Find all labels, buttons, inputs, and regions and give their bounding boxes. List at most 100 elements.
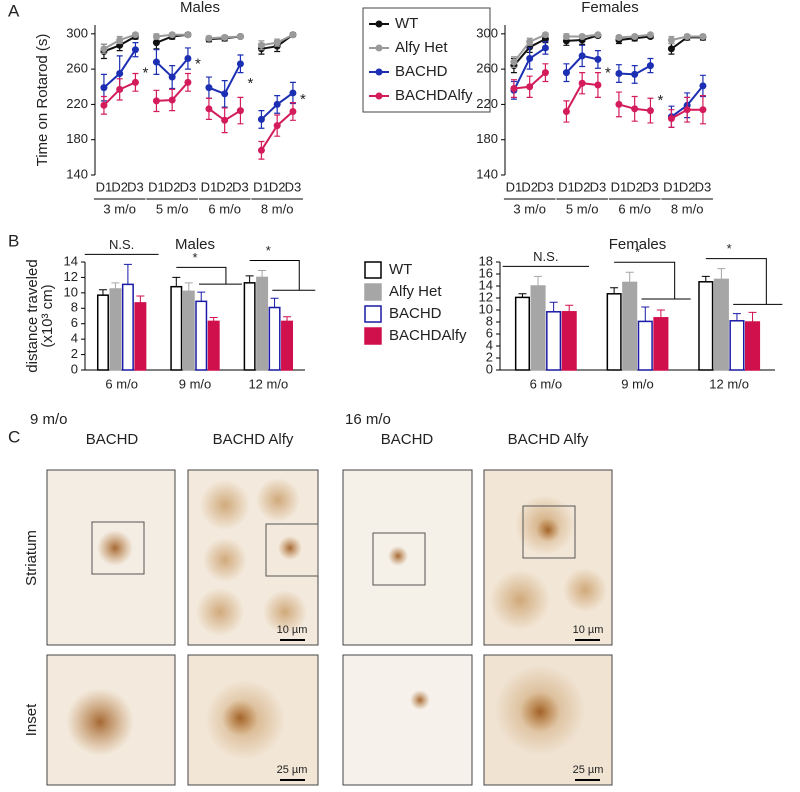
marker xyxy=(699,82,707,90)
panel-label: C xyxy=(8,427,20,446)
legend-label: BACHD xyxy=(395,63,448,80)
marker xyxy=(257,115,265,123)
marker xyxy=(646,62,654,70)
x-tick-label: D3 xyxy=(232,179,249,194)
y-tick-label: 260 xyxy=(476,61,498,76)
micrograph xyxy=(342,654,473,786)
y-tick-label: 12 xyxy=(479,289,493,304)
error-bar xyxy=(732,313,741,321)
marker xyxy=(541,44,549,52)
bar xyxy=(729,320,745,371)
y-tick-label: 4 xyxy=(71,331,78,346)
bar xyxy=(96,294,109,371)
stain xyxy=(263,590,307,634)
scale-label: 25 µm xyxy=(277,764,308,776)
error-bar xyxy=(270,297,279,308)
error-bar xyxy=(111,282,120,289)
x-tick-label: 9 m/o xyxy=(621,376,654,391)
annotation: * xyxy=(248,75,254,92)
bar xyxy=(561,311,577,371)
marker xyxy=(615,33,623,41)
y-tick-label: 300 xyxy=(66,25,88,40)
stain xyxy=(66,688,134,756)
marker xyxy=(273,39,281,47)
marker xyxy=(131,78,139,86)
error-bar xyxy=(197,291,206,302)
annotation: * xyxy=(635,245,640,260)
stain xyxy=(97,530,133,566)
marker xyxy=(578,79,586,87)
error-bar xyxy=(641,306,650,322)
y-tick-label: 220 xyxy=(476,96,498,111)
marker xyxy=(667,45,675,53)
error-bar xyxy=(123,263,132,285)
bar xyxy=(546,311,562,371)
group-label: 5 m/o xyxy=(566,201,599,216)
y-tick-label: 0 xyxy=(71,361,78,376)
marker xyxy=(631,70,639,78)
annotation: * xyxy=(605,64,611,81)
bar xyxy=(121,283,134,371)
marker xyxy=(221,116,229,124)
legend-marker xyxy=(375,20,383,28)
marker xyxy=(526,55,534,63)
y-tick-label: 140 xyxy=(476,166,498,181)
stain xyxy=(520,692,560,732)
x-tick-label: D2 xyxy=(216,179,233,194)
x-tick-label: D1 xyxy=(96,179,113,194)
marker xyxy=(578,52,586,60)
marker xyxy=(205,34,213,42)
bar xyxy=(281,320,294,371)
annotation: * xyxy=(658,92,664,109)
bar xyxy=(637,320,653,371)
x-tick-label: D2 xyxy=(111,179,128,194)
y-tick-label: 6 xyxy=(486,325,493,340)
marker xyxy=(615,100,623,108)
chart-title: Females xyxy=(581,0,639,16)
annotation: N.S. xyxy=(109,237,134,252)
bar xyxy=(653,317,669,371)
marker xyxy=(116,70,124,78)
stain xyxy=(256,478,300,522)
marker xyxy=(168,31,176,39)
stain xyxy=(200,480,250,530)
chart-title: Females xyxy=(609,236,667,253)
marker xyxy=(594,55,602,63)
x-tick-label: D2 xyxy=(574,179,591,194)
marker xyxy=(631,105,639,113)
marker xyxy=(236,107,244,115)
x-tick-label: D2 xyxy=(164,179,181,194)
legend-label: WT xyxy=(395,15,418,32)
error-bar xyxy=(717,268,726,280)
marker xyxy=(289,107,297,115)
marker xyxy=(100,84,108,92)
y-tick-label: 4 xyxy=(486,337,493,352)
x-tick-label: D2 xyxy=(269,179,286,194)
error-bar xyxy=(283,316,292,322)
marker xyxy=(562,69,570,77)
group-label: 8 m/o xyxy=(261,201,294,216)
group-label: 3 m/o xyxy=(103,201,136,216)
y-tick-label: 8 xyxy=(486,313,493,328)
scale-label: 10 µm xyxy=(573,624,604,636)
y-tick-label: 14 xyxy=(479,277,493,292)
marker xyxy=(578,32,586,40)
chart-title: Males xyxy=(180,0,220,16)
x-tick-label: D3 xyxy=(127,179,144,194)
error-bar xyxy=(625,271,634,283)
y-tick-label: 2 xyxy=(71,346,78,361)
marker xyxy=(100,45,108,53)
chart-title: Males xyxy=(175,236,215,253)
marker xyxy=(562,32,570,40)
marker xyxy=(221,33,229,41)
legend-swatch xyxy=(364,305,382,323)
legend-label: BACHD xyxy=(389,305,442,322)
annotation: * xyxy=(195,56,201,73)
marker xyxy=(152,58,160,66)
bracket xyxy=(249,259,316,291)
y-tick-label: 180 xyxy=(476,131,498,146)
legend-swatch xyxy=(364,327,382,345)
marker xyxy=(667,36,675,44)
legend-swatch xyxy=(364,261,382,279)
marker xyxy=(594,31,602,39)
